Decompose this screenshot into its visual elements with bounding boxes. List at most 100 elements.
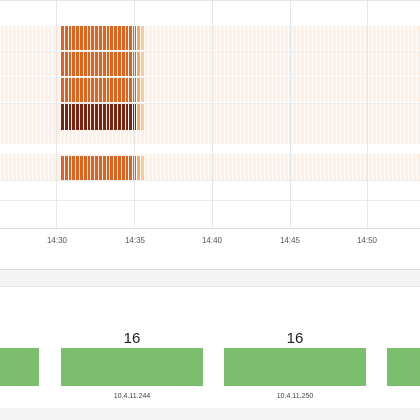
heat-cell	[125, 52, 129, 76]
heat-cell	[87, 78, 91, 102]
heat-cell	[114, 26, 117, 50]
heat-cell	[114, 104, 117, 130]
heat-cell	[125, 26, 129, 50]
host-ip-label: 10.4.11.250	[276, 393, 314, 400]
heatmap-row-empty	[0, 144, 420, 154]
x-tick-label: 14:50	[356, 236, 378, 245]
heat-cell	[118, 78, 121, 102]
heat-cells-row-1	[61, 26, 145, 50]
heat-cell	[87, 52, 91, 76]
heat-cell	[91, 78, 95, 102]
host-value: 16	[123, 330, 141, 347]
heat-cell	[76, 104, 79, 130]
host-ip-label: 10.4.11.244	[113, 393, 151, 400]
heat-cell	[72, 104, 76, 130]
heat-cell	[125, 104, 129, 130]
heat-cell	[137, 104, 140, 130]
heat-cell	[83, 78, 87, 102]
host-bar[interactable]	[224, 348, 366, 386]
heat-cell	[95, 52, 98, 76]
host-bar[interactable]	[0, 348, 39, 386]
row-separator	[0, 51, 420, 52]
heat-cell	[64, 156, 68, 180]
heat-cell	[110, 26, 114, 50]
heat-cell	[61, 52, 64, 76]
heat-cell	[76, 26, 79, 50]
heat-cell	[68, 26, 72, 50]
heat-cell	[110, 104, 114, 130]
heat-cell	[140, 78, 144, 102]
heat-cell	[61, 156, 64, 180]
heat-cell	[61, 78, 64, 102]
heat-cell	[72, 156, 76, 180]
heat-cell	[137, 26, 140, 50]
heat-cell	[118, 104, 121, 130]
heat-cell	[80, 104, 83, 130]
heat-cells-row-6	[61, 156, 145, 180]
heatmap-panel: 14:30 14:35 14:40 14:45 14:50	[0, 0, 420, 270]
heat-cell	[140, 52, 144, 76]
heat-cells-row-2	[61, 52, 145, 76]
heat-cell	[68, 156, 72, 180]
heat-cell	[140, 104, 144, 130]
heat-cell	[68, 52, 72, 76]
heat-cell	[106, 156, 110, 180]
heat-cell	[140, 156, 144, 180]
heat-cell	[72, 78, 76, 102]
heat-cell	[129, 104, 133, 130]
heat-cell	[80, 78, 83, 102]
heat-cell	[99, 156, 102, 180]
host-value: 16	[286, 330, 304, 347]
heat-cell	[64, 104, 68, 130]
heat-cell	[87, 104, 91, 130]
heat-cell	[129, 78, 133, 102]
heat-cells-row-4	[61, 104, 145, 130]
heat-cell	[110, 52, 114, 76]
heat-cell	[83, 104, 87, 130]
heat-cell	[121, 78, 125, 102]
time-gridline	[212, 0, 213, 228]
heat-cell	[68, 78, 72, 102]
heat-cell	[110, 78, 114, 102]
heat-cell	[91, 156, 95, 180]
time-gridline	[56, 0, 57, 228]
row-separator	[0, 180, 420, 181]
heat-cell	[140, 26, 144, 50]
heat-cell	[72, 52, 76, 76]
heatmap-row	[0, 130, 420, 144]
host-bar[interactable]	[61, 348, 203, 386]
heat-cell	[102, 156, 106, 180]
heat-cell	[106, 104, 110, 130]
heat-cell	[99, 26, 102, 50]
heat-cell	[87, 156, 91, 180]
heat-cell	[106, 26, 110, 50]
x-tick-label: 14:30	[46, 236, 68, 245]
heat-cell	[76, 78, 79, 102]
heat-cell	[137, 156, 140, 180]
heat-cell	[125, 78, 129, 102]
heat-cell	[121, 52, 125, 76]
host-bar[interactable]	[387, 348, 420, 386]
heat-cell	[72, 26, 76, 50]
page-footer-strip	[0, 408, 420, 420]
heat-cell	[99, 52, 102, 76]
row-separator	[0, 103, 420, 104]
heat-cell	[125, 156, 129, 180]
heat-cell	[91, 104, 95, 130]
heat-cell	[118, 156, 121, 180]
heat-cell	[68, 104, 72, 130]
heat-cell	[114, 156, 117, 180]
heat-cell	[99, 104, 102, 130]
heat-cell	[137, 78, 140, 102]
heat-cell	[114, 78, 117, 102]
heat-cell	[76, 52, 79, 76]
heat-cell	[102, 78, 106, 102]
heat-cell	[64, 52, 68, 76]
panel-border	[0, 0, 420, 1]
heat-cell	[95, 104, 98, 130]
heat-cell	[64, 78, 68, 102]
row-separator	[0, 77, 420, 78]
x-tick-label: 14:45	[279, 236, 301, 245]
heat-cell	[121, 104, 125, 130]
heat-cell	[102, 104, 106, 130]
